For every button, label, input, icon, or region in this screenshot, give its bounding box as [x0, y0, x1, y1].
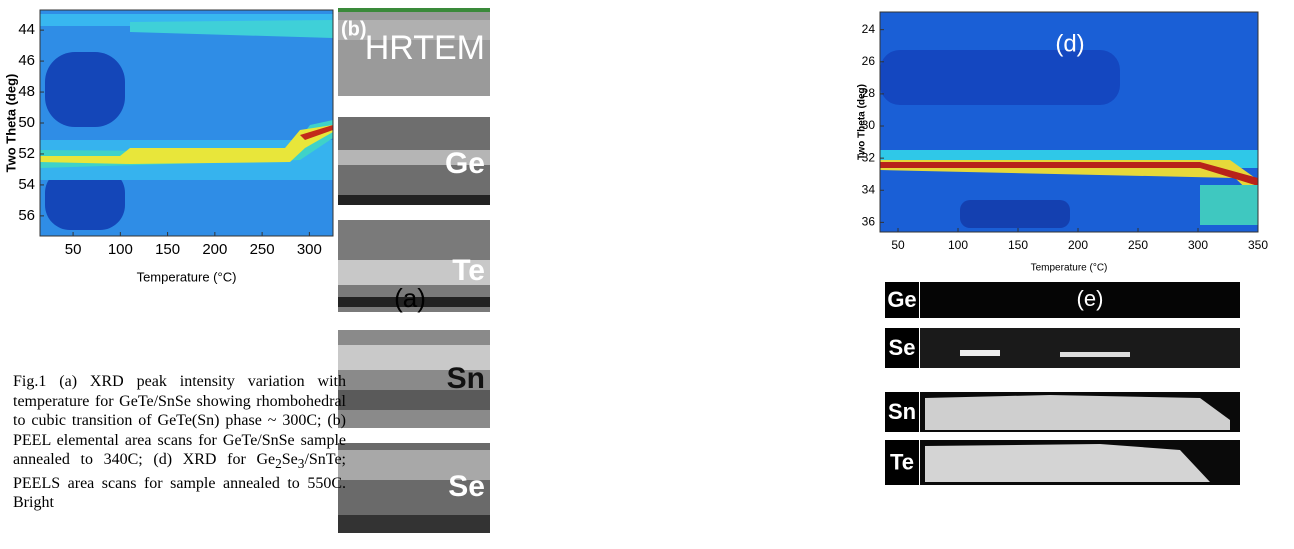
caption-text: /SnTe; PEELS area scans for sample annea… — [13, 451, 346, 512]
panel-label: (b) — [341, 18, 367, 40]
x-tick-label: 50 — [65, 241, 82, 258]
x-tick-label: 100 — [108, 241, 133, 258]
strip-label-box — [885, 392, 919, 432]
x-tick-label: 300 — [297, 241, 322, 258]
y-tick-label: 36 — [862, 215, 876, 229]
y-tick-label: 44 — [18, 21, 35, 38]
strip-label: Sn — [447, 362, 485, 395]
strip-label-box — [885, 282, 919, 318]
strip-label: HRTEM — [365, 29, 485, 67]
y-tick-label: 32 — [862, 150, 876, 164]
x-tick-label: 200 — [1068, 238, 1088, 252]
x-axis-label: Temperature (°C) — [1031, 263, 1108, 274]
strip-label: Sn — [888, 399, 916, 424]
x-tick-label: 100 — [948, 238, 968, 252]
strip-label: Te — [452, 254, 485, 287]
panel-label: (e) — [1077, 286, 1104, 311]
x-tick-label: 250 — [1128, 238, 1148, 252]
y-tick-label: 34 — [862, 182, 876, 196]
y-tick-label: 56 — [18, 207, 35, 224]
x-tick-label: 300 — [1188, 238, 1208, 252]
strip-label: Se — [889, 335, 916, 360]
strip-label: Se — [448, 470, 485, 503]
caption-subscript: 3 — [297, 456, 305, 472]
y-tick-label: 30 — [862, 118, 876, 132]
panel-label: (d) — [1055, 30, 1084, 57]
panel-label: (a) — [394, 283, 426, 313]
x-tick-label: 150 — [1008, 238, 1028, 252]
caption-subscript: 2 — [275, 456, 282, 472]
y-tick-label: 54 — [18, 176, 35, 193]
y-tick-label: 48 — [18, 83, 35, 100]
caption-text: Fig.1 (a) XRD peak intensity variation w… — [13, 373, 346, 468]
x-axis-label: Temperature (°C) — [137, 269, 237, 284]
y-tick-label: 26 — [862, 54, 876, 68]
strips-e — [920, 282, 1240, 485]
strips-b — [338, 8, 490, 533]
contour-a — [39, 9, 334, 237]
x-tick-label: 150 — [155, 241, 180, 258]
x-tick-label: 250 — [250, 241, 275, 258]
y-axis-label: Two Theta (deg) — [857, 84, 868, 160]
caption-text: Se — [281, 451, 298, 468]
x-tick-label: 200 — [202, 241, 227, 258]
strip-label-box — [885, 440, 919, 485]
strip-label: Te — [890, 449, 914, 474]
y-tick-label: 24 — [862, 22, 876, 36]
strip-label: Ge — [887, 287, 916, 312]
y-tick-label: 28 — [862, 86, 876, 100]
x-tick-label: 350 — [1248, 238, 1268, 252]
contour-d — [879, 11, 1259, 233]
strip-label-box — [885, 328, 919, 368]
caption: Fig.1 (a) XRD peak intensity variation w… — [13, 372, 346, 549]
x-tick-label: 50 — [891, 238, 905, 252]
y-axis-label: Two Theta (deg) — [3, 74, 18, 173]
y-tick-label: 50 — [18, 114, 35, 131]
y-tick-label: 52 — [18, 145, 35, 162]
y-tick-label: 46 — [18, 52, 35, 69]
strip-label: Ge — [445, 147, 485, 180]
